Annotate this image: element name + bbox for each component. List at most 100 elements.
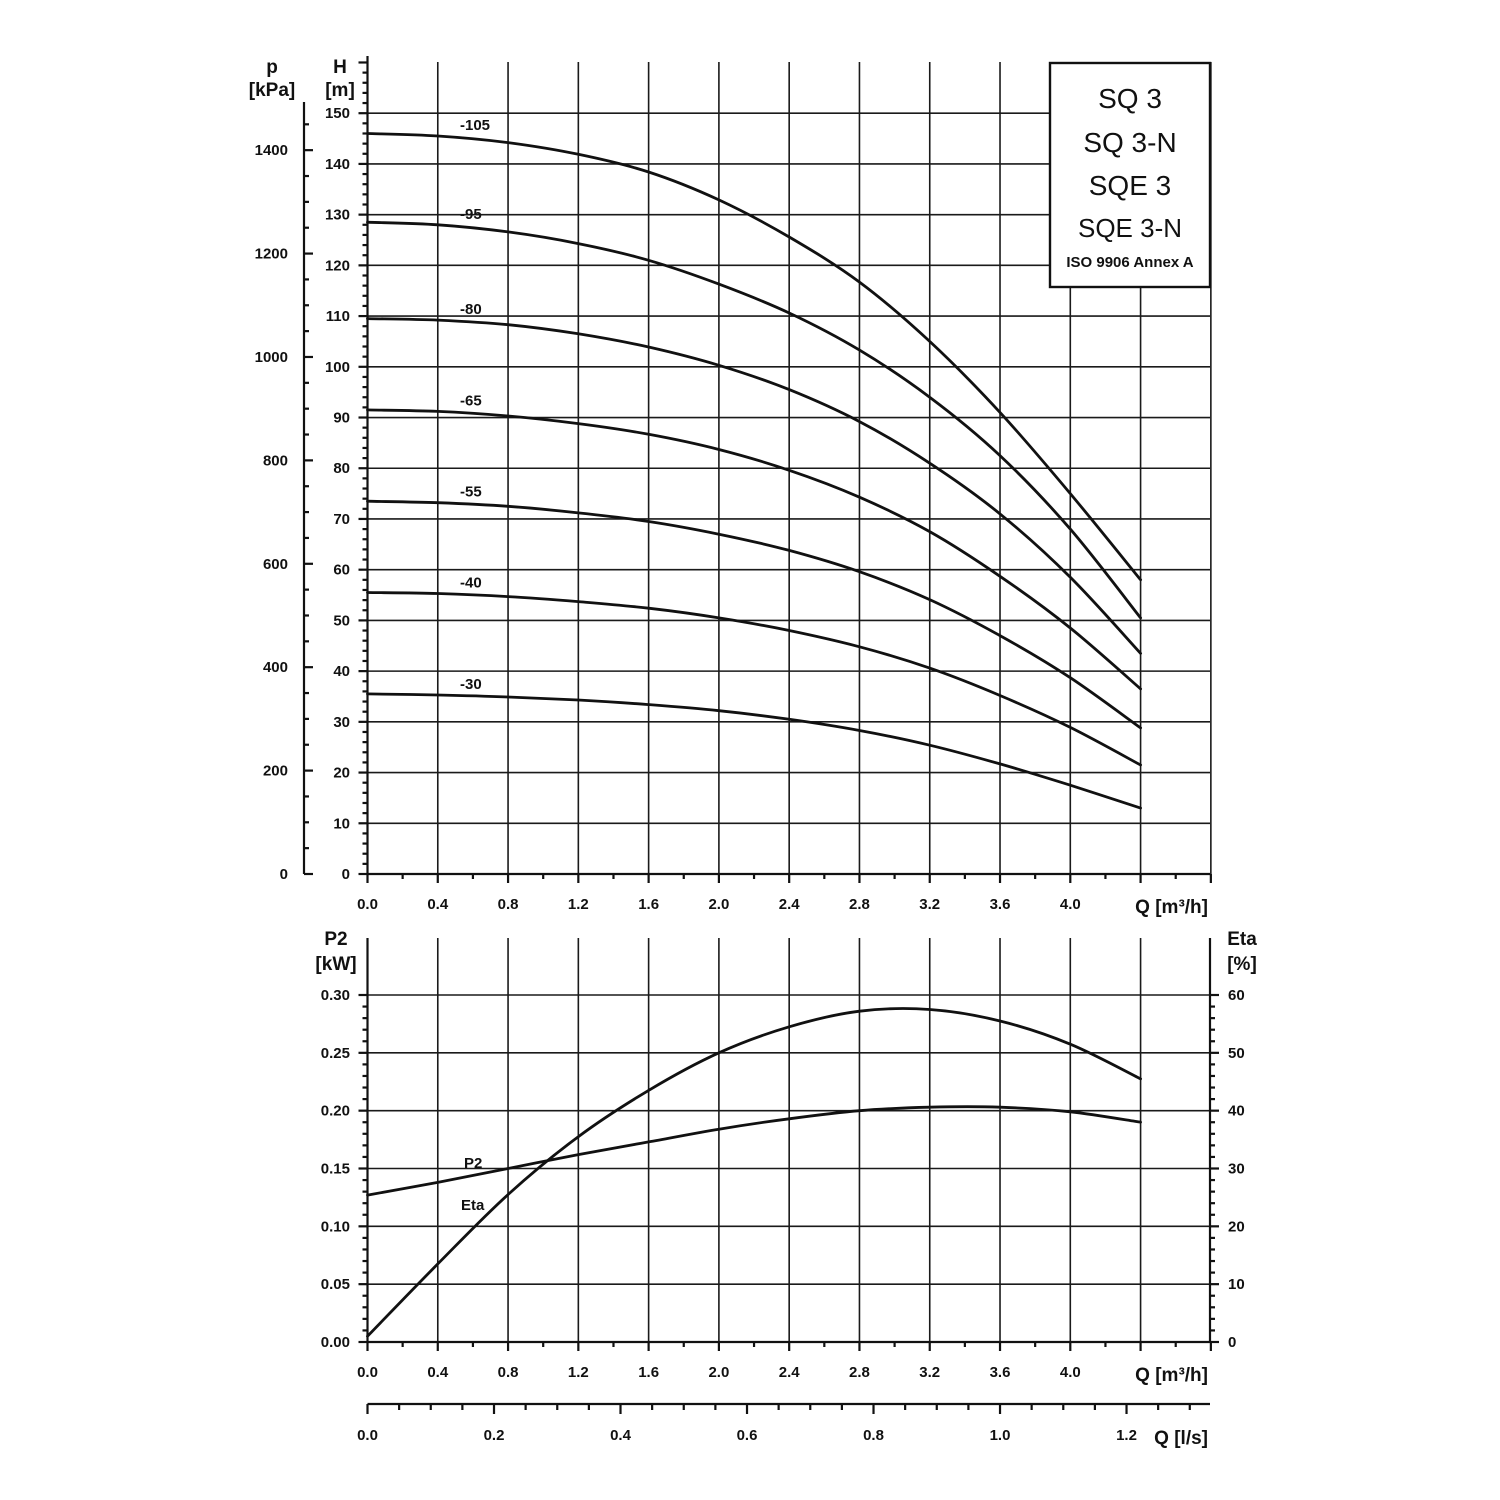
top-x-tick-label: 1.6 bbox=[638, 896, 659, 913]
flow-ls-tick-label: 0.6 bbox=[737, 1427, 758, 1444]
bottom-x-tick-label: 2.4 bbox=[779, 1364, 801, 1381]
power-efficiency-chart: 0.00 0.05 0.10 0.15 0.20 0.25 0.30 0 10 20 30 40 50 6… bbox=[315, 929, 1257, 1449]
eta-tick-label: 40 bbox=[1228, 1103, 1245, 1120]
p2-tick-label: 0.30 bbox=[321, 987, 350, 1004]
flow-ls-tick-label: 0.0 bbox=[357, 1427, 378, 1444]
top-h-tick-label: 40 bbox=[333, 663, 350, 680]
flow-ls-tick-label: 1.2 bbox=[1116, 1427, 1137, 1444]
eta-axis-unit: [%] bbox=[1227, 954, 1257, 975]
pressure-tick-label: 200 bbox=[263, 763, 288, 780]
p2-tick-label: 0.00 bbox=[321, 1334, 350, 1351]
bottom-x-tick-label: 2.8 bbox=[849, 1364, 870, 1381]
top-x-tick-label: 0.4 bbox=[427, 896, 449, 913]
head-curve-stage-40 bbox=[366, 591, 1142, 767]
eta-axis-title: Eta bbox=[1227, 929, 1257, 950]
flow-ls-axis-title: Q [l/s] bbox=[1154, 1428, 1208, 1449]
top-x-tick-label: 2.0 bbox=[708, 896, 729, 913]
top-x-tick-label: 1.2 bbox=[568, 896, 589, 913]
eta-tick-label: 50 bbox=[1228, 1045, 1245, 1062]
top-h-tick-label: 80 bbox=[333, 460, 350, 477]
top-h-axis-unit: [m] bbox=[325, 80, 355, 101]
top-h-tick-label: 110 bbox=[326, 308, 350, 325]
flow-ls-tick-label: 0.8 bbox=[863, 1427, 884, 1444]
p2-tick-label: 0.05 bbox=[321, 1276, 350, 1293]
pressure-tick-label: 1200 bbox=[255, 246, 288, 263]
eta-curve-label: Eta bbox=[461, 1197, 485, 1214]
eta-tick-label: 20 bbox=[1228, 1218, 1245, 1235]
head-curve-stage-65 bbox=[366, 408, 1142, 691]
top-x-tick-label: 0.8 bbox=[498, 896, 519, 913]
pressure-tick-label: 1000 bbox=[255, 349, 288, 366]
p2-curve-label: P2 bbox=[464, 1155, 482, 1172]
top-x-tick-label: 0.0 bbox=[357, 896, 378, 913]
top-x-tick-label: 3.2 bbox=[919, 896, 940, 913]
bottom-x-axis-title: Q [m³/h] bbox=[1135, 1365, 1208, 1386]
curve-label: -105 bbox=[460, 117, 490, 134]
p2-tick-label: 0.10 bbox=[321, 1218, 350, 1235]
top-h-tick-label: 20 bbox=[333, 765, 350, 782]
title-line-2: SQ 3-N bbox=[1083, 127, 1176, 158]
title-line-3: SQE 3 bbox=[1089, 170, 1171, 201]
curve-label: -30 bbox=[460, 676, 482, 693]
bottom-x-tick-label: 3.6 bbox=[990, 1364, 1011, 1381]
model-title-box: SQ 3 SQ 3-N SQE 3 SQE 3-N ISO 9906 Annex… bbox=[1048, 61, 1212, 289]
head-curve-stage-80 bbox=[366, 317, 1142, 655]
top-x-tick-label: 2.8 bbox=[849, 896, 870, 913]
bottom-x-tick-label: 1.2 bbox=[568, 1364, 589, 1381]
p2-axis-unit: [kW] bbox=[315, 954, 356, 975]
p2-tick-label: 0.15 bbox=[321, 1161, 350, 1178]
bottom-x-tick-label: 0.0 bbox=[357, 1364, 378, 1381]
p2-curve bbox=[366, 1105, 1142, 1197]
flow-ls-tick-label: 1.0 bbox=[990, 1427, 1011, 1444]
top-h-tick-label: 50 bbox=[333, 612, 350, 629]
top-x-tick-label: 4.0 bbox=[1060, 896, 1081, 913]
bottom-x-tick-label: 3.2 bbox=[919, 1364, 940, 1381]
pressure-tick-label: 400 bbox=[263, 659, 288, 676]
p2-tick-label: 0.25 bbox=[321, 1045, 350, 1062]
eta-tick-label: 0 bbox=[1228, 1334, 1236, 1351]
top-x-tick-label: 3.6 bbox=[990, 896, 1011, 913]
top-h-tick-label: 10 bbox=[333, 815, 350, 832]
head-curve-stage-30 bbox=[366, 692, 1142, 810]
p2-axis-title: P2 bbox=[324, 929, 347, 950]
top-x-axis-title: Q [m³/h] bbox=[1135, 897, 1208, 918]
eta-tick-label: 60 bbox=[1228, 987, 1245, 1004]
pressure-axis-title: p bbox=[266, 57, 278, 78]
curve-label: -80 bbox=[460, 301, 482, 318]
p2-tick-label: 0.20 bbox=[321, 1103, 350, 1120]
head-curve-stage-55 bbox=[366, 499, 1142, 730]
pressure-tick-label: 0 bbox=[280, 866, 288, 883]
curve-label: -55 bbox=[460, 484, 482, 501]
title-line-4: SQE 3-N bbox=[1078, 213, 1182, 243]
title-standard-note: ISO 9906 Annex A bbox=[1066, 254, 1193, 271]
top-h-tick-label: 100 bbox=[325, 359, 350, 376]
pressure-axis-unit: [kPa] bbox=[249, 80, 295, 101]
curve-label: -65 bbox=[460, 392, 482, 409]
pressure-tick-label: 1400 bbox=[255, 142, 288, 159]
bottom-x-tick-label: 0.8 bbox=[498, 1364, 519, 1381]
top-h-axis-title: H bbox=[333, 57, 347, 78]
top-h-tick-label: 90 bbox=[333, 410, 350, 427]
pressure-tick-label: 800 bbox=[263, 452, 288, 469]
top-x-tick-label: 2.4 bbox=[779, 896, 801, 913]
top-h-tick-label: 70 bbox=[333, 511, 350, 528]
flow-ls-tick-label: 0.4 bbox=[610, 1427, 632, 1444]
top-h-tick-label: 0 bbox=[342, 866, 350, 883]
top-h-tick-label: 120 bbox=[325, 257, 350, 274]
head-curve-stage-105 bbox=[366, 132, 1142, 582]
curve-label: -40 bbox=[460, 575, 482, 592]
curve-label: -95 bbox=[460, 206, 482, 223]
bottom-x-tick-label: 1.6 bbox=[638, 1364, 659, 1381]
top-h-tick-label: 60 bbox=[333, 562, 350, 579]
top-h-tick-label: 130 bbox=[325, 207, 350, 224]
title-line-1: SQ 3 bbox=[1098, 83, 1162, 114]
top-h-tick-label: 30 bbox=[333, 714, 350, 731]
eta-curve bbox=[366, 1007, 1142, 1338]
bottom-x-tick-label: 0.4 bbox=[427, 1364, 449, 1381]
top-h-tick-label: 150 bbox=[325, 105, 350, 122]
flow-ls-tick-label: 0.2 bbox=[484, 1427, 505, 1444]
top-h-tick-label: 140 bbox=[325, 156, 350, 173]
title-box-frame bbox=[1048, 61, 1212, 289]
eta-tick-label: 30 bbox=[1228, 1161, 1245, 1178]
